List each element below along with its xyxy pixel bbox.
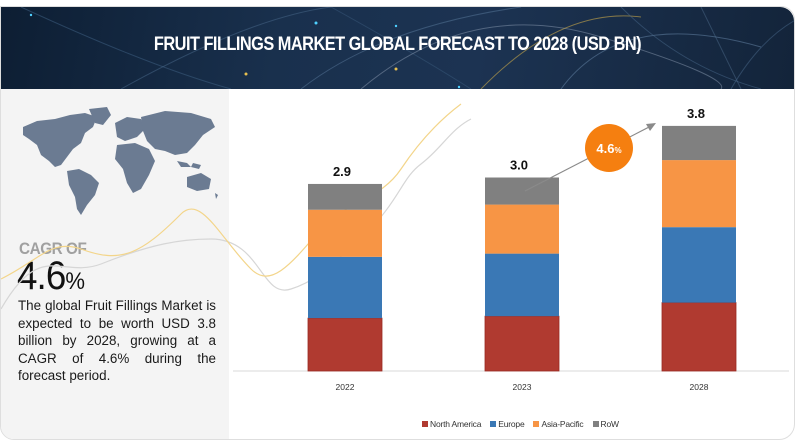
infographic-card: FRUIT FILLINGS MARKET GLOBAL FORECAST TO… [0,6,795,440]
total-label-2022: 2.9 [333,164,351,179]
legend-item-row: RoW [592,419,620,429]
legend-label: RoW [600,419,620,429]
cagr-badge-text: 4.6% [596,141,621,156]
x-tick-label-2028: 2028 [690,382,709,392]
legend-item-asia-pacific: Asia-Pacific [533,419,584,429]
legend-label: Asia-Pacific [541,419,584,429]
chart-legend: North America Europe Asia-Pacific RoW [422,419,619,429]
legend-swatch [533,421,540,427]
legend-swatch [422,421,428,427]
bar-segment-europe-2022 [308,256,382,319]
legend-item-north-america: North America [422,419,481,429]
bar-segment-north-america-2028 [661,302,737,372]
header-banner: FRUIT FILLINGS MARKET GLOBAL FORECAST TO… [1,7,794,89]
legend-label: North America [430,419,482,429]
bar-segment-asia-pacific-2023 [485,204,559,254]
header-decoration [20,7,794,89]
bar-segment-europe-2028 [662,227,736,303]
growth-arrow-head [646,123,656,131]
chart-title: FRUIT FILLINGS MARKET GLOBAL FORECAST TO… [153,34,642,55]
bar-segment-north-america-2022 [307,317,383,372]
total-label-2028: 3.8 [687,106,705,121]
legend-label: Europe [498,419,525,429]
x-tick-label-2022: 2022 [336,382,355,392]
bar-segment-row-2022 [308,183,382,210]
bar-segment-row-2028 [662,125,736,161]
cagr-badge [585,124,633,172]
bar-segment-north-america-2023 [484,315,560,372]
bar-segment-asia-pacific-2028 [662,160,736,228]
stacked-bar-chart: 2.9 2022 3.0 2023 3.8 2028 4.6% [233,106,789,392]
x-tick-label-2023: 2023 [513,382,532,392]
legend-swatch [592,421,599,427]
bar-segment-row-2023 [485,177,559,205]
bar-segment-europe-2023 [485,253,559,317]
legend-swatch [490,421,497,427]
cagr-annotation: 4.6% [524,123,656,192]
legend-item-europe: Europe [490,419,525,429]
total-label-2023: 3.0 [510,158,528,173]
bar-segment-asia-pacific-2022 [308,209,382,257]
